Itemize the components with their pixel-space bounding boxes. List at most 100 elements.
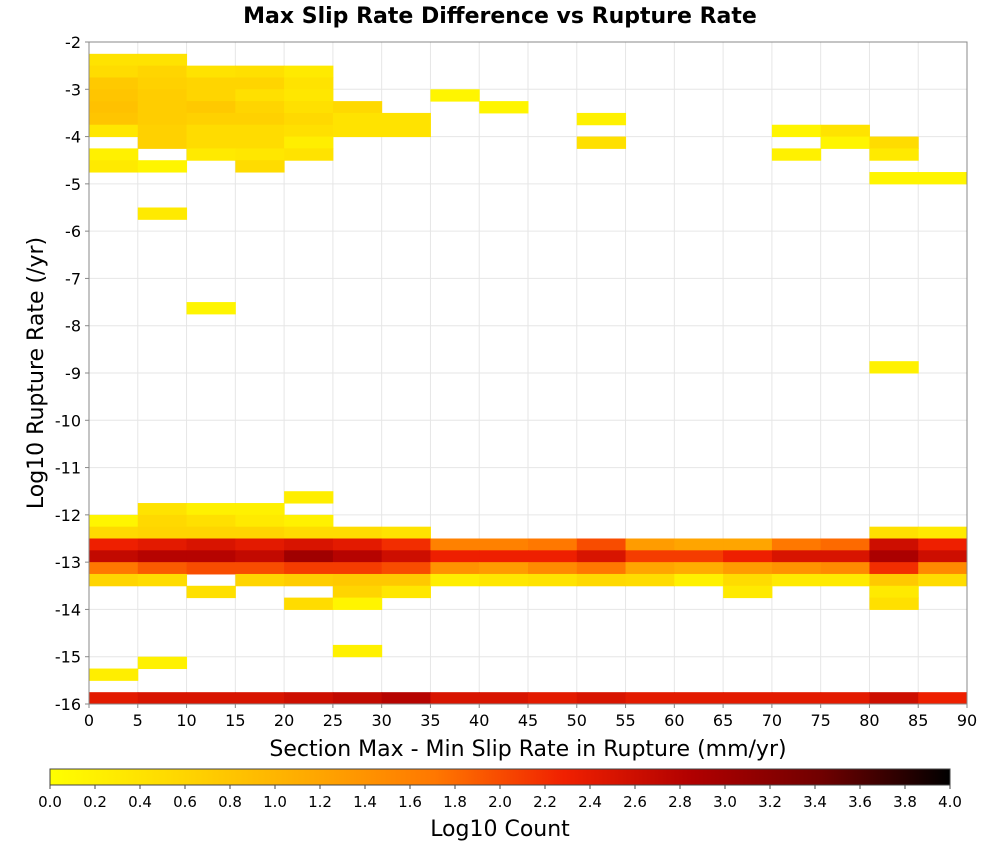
heatmap-cell: [137, 573, 188, 587]
heatmap-cell: [576, 136, 627, 149]
x-tick-label: 0: [84, 711, 94, 730]
heatmap-cell: [723, 585, 773, 599]
y-tick-label: -16: [55, 695, 81, 714]
y-tick-label: -13: [55, 553, 81, 572]
x-tick-label: 20: [274, 711, 294, 730]
heatmap-cell: [137, 514, 188, 528]
colorbar-tick-label: 2.4: [578, 793, 602, 811]
heatmap-cells: [89, 53, 968, 705]
heatmap-cell: [284, 573, 334, 587]
heatmap-cell: [918, 550, 968, 563]
heatmap-cell: [576, 550, 627, 563]
heatmap-cell: [89, 77, 139, 90]
heatmap-cell: [771, 692, 822, 705]
x-tick-label: 80: [859, 711, 879, 730]
heatmap-cell: [479, 573, 529, 587]
colorbar: [49, 768, 951, 786]
heatmap-cell: [723, 562, 773, 575]
y-tick-label: -4: [65, 128, 81, 147]
heatmap-cell: [381, 573, 431, 587]
heatmap-cell: [625, 550, 675, 563]
heatmap-cell: [332, 526, 383, 539]
heatmap-cell: [137, 124, 188, 138]
heatmap-cell: [235, 101, 285, 114]
heatmap-cell: [430, 692, 480, 705]
heatmap-cell: [430, 550, 480, 563]
y-axis-ticks: -2 -3 -4 -5 -6 -7 -8 -9 -10 -11 -12 -13 -14 -15 -16: [55, 33, 89, 714]
y-tick-label: -14: [55, 600, 81, 619]
colorbar-tick-label: 0.8: [218, 793, 242, 811]
heatmap-cell: [89, 692, 139, 705]
heatmap-cell: [89, 526, 139, 539]
heatmap-cell: [186, 562, 236, 575]
heatmap-cell: [820, 573, 870, 587]
heatmap-cell: [89, 89, 139, 102]
heatmap-cell: [723, 692, 773, 705]
heatmap-cell: [430, 573, 480, 587]
heatmap-cell: [381, 562, 431, 575]
heatmap-cell: [381, 550, 431, 563]
heatmap-cell: [869, 573, 919, 587]
heatmap-cell: [332, 597, 383, 610]
y-tick-label: -10: [55, 411, 81, 430]
x-tick-label: 30: [371, 711, 391, 730]
heatmap-cell: [479, 692, 529, 705]
heatmap-cell: [186, 302, 236, 315]
heatmap-cell: [89, 514, 139, 528]
heatmap-cell: [186, 514, 236, 528]
heatmap-cell: [137, 77, 188, 90]
heatmap-cell: [186, 550, 236, 563]
heatmap-cell: [235, 124, 285, 138]
heatmap-cell: [186, 148, 236, 161]
heatmap-cell: [284, 136, 334, 149]
heatmap-cell: [332, 562, 383, 575]
heatmap-cell: [771, 148, 822, 161]
heatmap-cell: [186, 692, 236, 705]
heatmap-cell: [186, 585, 236, 599]
y-tick-label: -12: [55, 506, 81, 525]
heatmap-cell: [625, 562, 675, 575]
heatmap-cell: [479, 562, 529, 575]
heatmap-cell: [479, 538, 529, 551]
heatmap-cell: [186, 136, 236, 149]
colorbar-tick-label: 0.0: [38, 793, 62, 811]
heatmap-cell: [576, 562, 627, 575]
x-axis-label: Section Max - Min Slip Rate in Rupture (…: [269, 737, 786, 762]
colorbar-tick-label: 2.2: [533, 793, 557, 811]
heatmap-cell: [89, 550, 139, 563]
heatmap-cell: [674, 692, 724, 705]
heatmap-cell: [284, 89, 334, 102]
x-axis-ticks: 0 5 10 15 20 25 30 35 40 45 50 55 60 65 70 75 80 85 90: [84, 704, 977, 730]
colorbar-tick-label: 0.2: [83, 793, 107, 811]
x-tick-label: 75: [810, 711, 830, 730]
heatmap-cell: [137, 538, 188, 551]
heatmap-cell: [771, 538, 822, 551]
heatmap-cell: [332, 692, 383, 705]
x-tick-label: 45: [518, 711, 538, 730]
heatmap-cell: [137, 53, 188, 67]
heatmap-cell: [869, 172, 919, 185]
heatmap-cell: [869, 361, 919, 374]
heatmap-cell: [284, 65, 334, 78]
colorbar-tick-label: 3.2: [758, 793, 782, 811]
heatmap-cell: [137, 562, 188, 575]
heatmap-cell: [674, 538, 724, 551]
heatmap-cell: [186, 124, 236, 138]
heatmap-cell: [430, 538, 480, 551]
heatmap-cell: [284, 562, 334, 575]
y-tick-label: -5: [65, 175, 81, 194]
heatmap-cell: [89, 668, 139, 681]
heatmap-cell: [430, 89, 480, 102]
heatmap-cell: [89, 124, 139, 138]
heatmap-cell: [576, 573, 627, 587]
heatmap-cell: [235, 550, 285, 563]
x-tick-label: 90: [957, 711, 977, 730]
heatmap-cell: [576, 538, 627, 551]
heatmap-cell: [137, 65, 188, 78]
y-tick-label: -15: [55, 648, 81, 667]
heatmap-cell: [186, 65, 236, 78]
heatmap-cell: [235, 562, 285, 575]
heatmap-cell: [625, 573, 675, 587]
heatmap-cell: [723, 550, 773, 563]
x-tick-label: 5: [133, 711, 143, 730]
